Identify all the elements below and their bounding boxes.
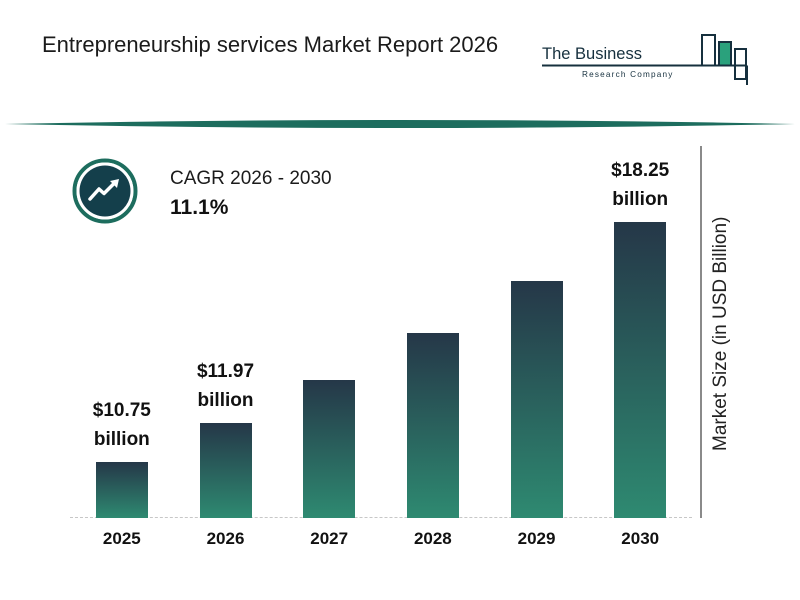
bar-value-label-2030: $18.25 billion [611, 160, 670, 210]
bar-2025 [95, 462, 148, 518]
cagr-icon [72, 158, 138, 224]
cagr-label: CAGR 2026 - 2030 [170, 168, 332, 189]
bar-value-label-2026: $11.97 billion [196, 361, 255, 411]
y-axis-label: Market Size (in USD Billion) [710, 216, 731, 452]
bar-column-2027: 2027 [277, 138, 381, 560]
bar-chart: $10.75 billion 2025 $11.97 billion 2026 2027 20… [70, 138, 692, 560]
bar-column-2030: $18.25 billion 2030 [588, 138, 692, 560]
logo-text-line1: The Business [542, 45, 642, 63]
y-axis-line [700, 146, 702, 518]
bar-column-2029: 2029 [485, 138, 589, 560]
x-axis-baseline [70, 517, 692, 518]
x-tick-2026: 2026 [206, 529, 245, 548]
trending-up-icon [72, 158, 138, 224]
cagr-value: 11.1% [170, 196, 229, 219]
bar-2030 [614, 222, 667, 518]
bars-row: $10.75 billion 2025 $11.97 billion 2026 2027 20… [70, 138, 692, 560]
x-tick-2028: 2028 [413, 529, 452, 548]
divider [5, 120, 795, 128]
bar-2028 [406, 333, 459, 518]
bar-column-2026: $11.97 billion 2026 [174, 138, 278, 560]
bar-chart-logo-icon: The Business Research Company [542, 34, 748, 85]
bar-2029 [510, 280, 563, 518]
bar-column-2028: 2028 [381, 138, 485, 560]
bar-2026 [199, 423, 252, 518]
bar-column-2025: $10.75 billion 2025 [70, 138, 174, 560]
x-tick-2030: 2030 [621, 529, 660, 548]
cagr-block: CAGR 2026 - 2030 11.1% [72, 158, 332, 224]
company-logo: The Business Research Company [542, 30, 756, 96]
x-tick-2027: 2027 [310, 529, 349, 548]
x-tick-2029: 2029 [517, 529, 556, 548]
x-tick-2025: 2025 [102, 529, 141, 548]
logo-text-line2: Research Company [582, 70, 674, 79]
page-title: Entrepreneurship services Market Report … [42, 32, 499, 57]
bar-value-label-2025: $10.75 billion [92, 400, 151, 450]
bar-2027 [303, 380, 356, 518]
